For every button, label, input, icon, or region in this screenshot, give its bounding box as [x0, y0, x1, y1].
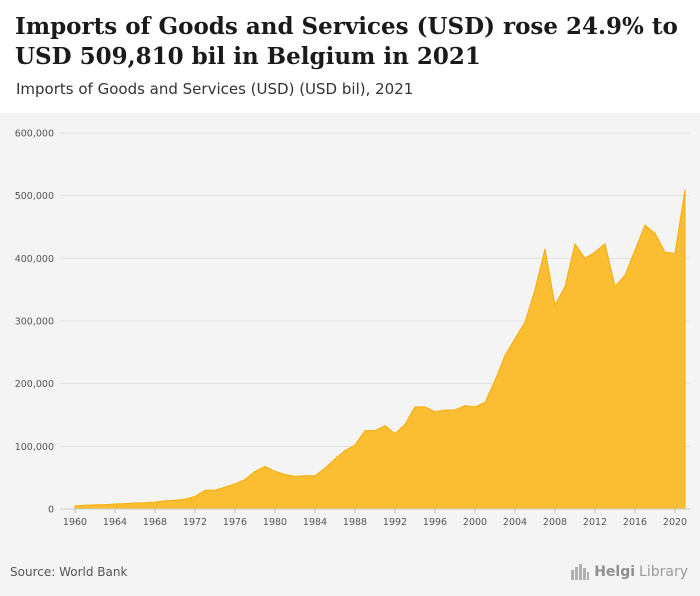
data-point [183, 497, 187, 501]
x-tick-label: 2000 [463, 517, 487, 528]
data-point [393, 432, 397, 436]
y-tick-label: 100,000 [15, 442, 54, 453]
data-point [403, 422, 407, 426]
data-point [493, 379, 497, 383]
helgi-library-logo[interactable]: Helgi Library [570, 561, 688, 583]
data-point [103, 503, 107, 507]
data-point [633, 248, 637, 252]
data-point [583, 256, 587, 260]
footer [0, 538, 700, 596]
data-point [683, 188, 687, 192]
data-point [603, 242, 607, 246]
x-tick-label: 1988 [343, 517, 367, 528]
x-tick-label: 1984 [303, 517, 327, 528]
data-point [123, 502, 127, 506]
data-point [433, 410, 437, 414]
data-point [313, 474, 317, 478]
data-point [363, 429, 367, 433]
data-point [303, 474, 307, 478]
data-point [543, 247, 547, 251]
data-point [323, 466, 327, 470]
data-point [203, 488, 207, 492]
data-point [273, 469, 277, 473]
data-point [253, 469, 257, 473]
data-point [523, 320, 527, 324]
y-tick-label: 200,000 [15, 379, 54, 390]
area-series [73, 188, 687, 510]
x-tick-label: 1972 [183, 517, 207, 528]
data-point [283, 473, 287, 477]
y-tick-label: 300,000 [15, 317, 54, 328]
data-point [353, 443, 357, 447]
y-tick-label: 400,000 [15, 254, 54, 265]
data-point [513, 337, 517, 341]
data-point [73, 504, 77, 508]
data-point [383, 424, 387, 428]
data-point [263, 464, 267, 468]
x-tick-label: 1964 [103, 517, 127, 528]
y-tick-label: 500,000 [15, 191, 54, 202]
chart-subtitle: Imports of Goods and Services (USD) (USD… [16, 80, 414, 98]
data-point [143, 501, 147, 505]
data-point [133, 501, 137, 505]
x-tick-label: 1968 [143, 517, 167, 528]
data-point [193, 494, 197, 498]
y-tick-label: 600,000 [15, 129, 54, 140]
data-point [653, 231, 657, 235]
data-point [293, 474, 297, 478]
area-series-imports [74, 189, 686, 510]
data-point [443, 408, 447, 412]
data-point [463, 404, 467, 408]
x-tick-label: 1980 [263, 517, 287, 528]
data-point [113, 502, 117, 506]
data-point [533, 288, 537, 292]
x-tick-label: 2020 [663, 517, 687, 528]
data-point [663, 250, 667, 254]
data-point [623, 273, 627, 277]
data-point [173, 498, 177, 502]
logo-text-helgi: Helgi [594, 564, 636, 580]
x-tick-label: 2008 [543, 517, 567, 528]
data-point [333, 457, 337, 461]
data-point [483, 400, 487, 404]
area-chart: 0 100,000 200,000 300,000 400,000 500,000 600,… [15, 129, 690, 528]
data-point [593, 250, 597, 254]
x-tick-label: 2016 [623, 517, 647, 528]
data-point [423, 405, 427, 409]
data-point [373, 429, 377, 433]
data-point [613, 285, 617, 289]
x-tick-label: 1992 [383, 517, 407, 528]
x-axis-ticks: 1960 1964 1968 1972 1976 1980 1984 1988 1992 1996… [60, 508, 690, 528]
page-title: Imports of Goods and Services (USD) rose… [15, 13, 678, 70]
data-point [243, 478, 247, 482]
x-tick-label: 1976 [223, 517, 247, 528]
data-point [153, 500, 157, 504]
data-point [83, 503, 87, 507]
data-point [163, 499, 167, 503]
data-point [553, 303, 557, 307]
y-axis-ticks: 0 100,000 200,000 300,000 400,000 500,000 600,… [15, 129, 54, 516]
data-point [563, 285, 567, 289]
data-point [673, 251, 677, 255]
header: Imports of Goods and Services (USD) rose… [0, 0, 700, 113]
x-tick-label: 2004 [503, 517, 527, 528]
data-point [343, 449, 347, 453]
x-tick-label: 2012 [583, 517, 607, 528]
city-skyline-icon [571, 564, 590, 580]
data-point [573, 242, 577, 246]
source-note: Source: World Bank [10, 565, 128, 579]
data-point [473, 405, 477, 409]
logo-text-library: Library [639, 564, 688, 580]
data-point [643, 223, 647, 227]
x-tick-label: 1960 [63, 517, 87, 528]
data-point [503, 353, 507, 357]
data-point [233, 482, 237, 486]
data-point [93, 503, 97, 507]
data-point [453, 408, 457, 412]
data-point [213, 488, 217, 492]
data-point [413, 405, 417, 409]
data-point [223, 485, 227, 489]
y-tick-label: 0 [48, 505, 54, 516]
x-tick-label: 1996 [423, 517, 447, 528]
